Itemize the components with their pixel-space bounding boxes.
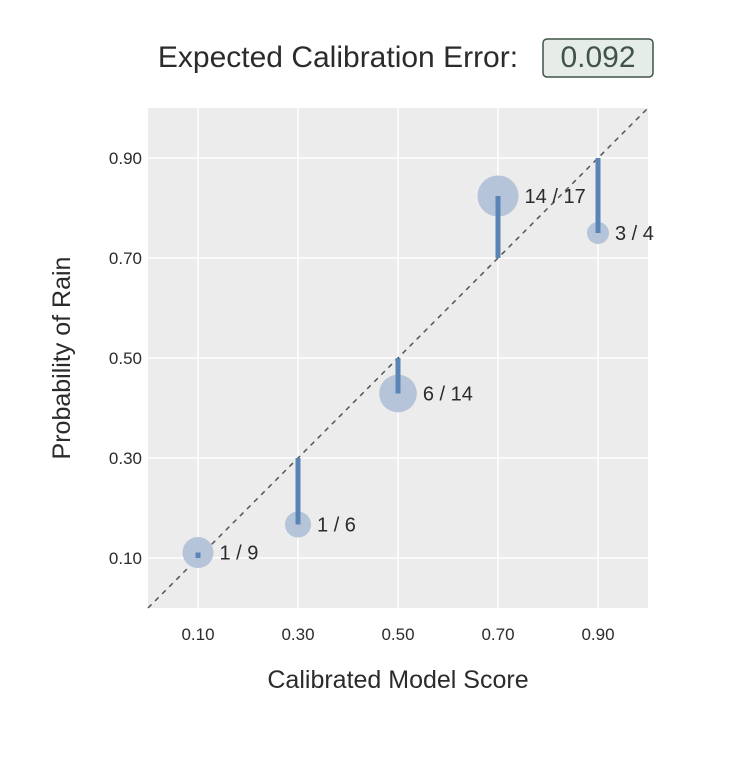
x-tick-label: 0.10: [181, 625, 214, 644]
chart-title: Expected Calibration Error:: [158, 41, 518, 74]
y-tick-label: 0.90: [109, 149, 142, 168]
bin-count-label: 6 / 14: [423, 384, 473, 406]
ece-value-box: [542, 38, 654, 78]
x-axis-ticks: 0.10 0.30 0.50 0.70 0.90: [181, 625, 614, 644]
bin-count-label: 1 / 6: [317, 515, 356, 537]
y-tick-label: 0.50: [109, 349, 142, 368]
y-tick-label: 0.30: [109, 449, 142, 468]
bin-count-label: 14 / 17: [525, 186, 586, 208]
data-marks: 1 / 9 1 / 6 6 / 14 14 / 17 3 / 4: [147, 107, 654, 609]
x-tick-label: 0.30: [281, 625, 314, 644]
y-tick-label: 0.10: [109, 549, 142, 568]
bin-count-label: 1 / 9: [220, 543, 259, 565]
ece-value: 0.092: [560, 41, 635, 74]
y-axis-label: Probability of Rain: [48, 257, 76, 460]
y-axis-ticks: 0.10 0.30 0.50 0.70 0.90: [109, 149, 142, 568]
x-tick-label: 0.90: [581, 625, 614, 644]
x-axis-label: Calibrated Model Score: [267, 666, 528, 694]
x-tick-label: 0.50: [381, 625, 414, 644]
x-tick-label: 0.70: [481, 625, 514, 644]
y-tick-label: 0.70: [109, 249, 142, 268]
bin-count-label: 3 / 4: [615, 223, 654, 245]
